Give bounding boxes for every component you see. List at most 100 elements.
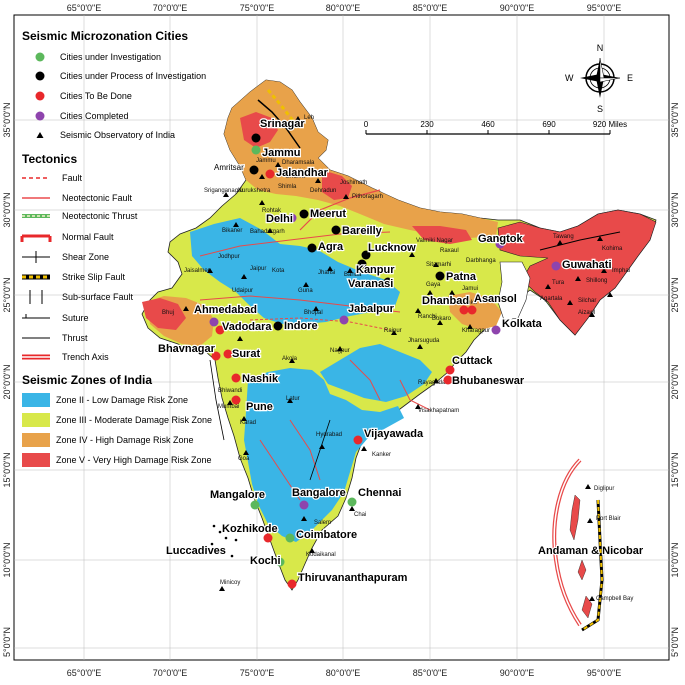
city-label: Delhi [266, 213, 293, 225]
city-marker [299, 209, 309, 219]
city-label: Bangalore [292, 487, 346, 499]
lat-tick-right: 35°0'0"N [670, 102, 680, 137]
lat-tick-left: 15°0'0"N [2, 452, 12, 487]
city-label: Jalandhar [276, 167, 329, 179]
lat-tick-right: 30°0'0"N [670, 192, 680, 227]
city-marker [307, 243, 317, 253]
city-label: Jammu [262, 147, 301, 159]
obs-label: Agartala [540, 296, 563, 302]
luccadives-label: Luccadives [166, 545, 226, 557]
city-label: Nashik [242, 373, 279, 385]
scale-label: 690 [542, 120, 556, 129]
legend-tectonic-item: Normal Fault [62, 232, 114, 242]
city-label: Gangtok [478, 233, 523, 245]
lat-tick-right: 10°0'0"N [670, 542, 680, 577]
legend-tectonic-item: Trench Axis [62, 352, 109, 362]
city-marker [445, 365, 455, 375]
obs-label: Jharsuguda [408, 338, 440, 344]
legend-tectonic-item: Shear Zone [62, 252, 109, 262]
lon-tick-bottom: 90°0'0"E [500, 668, 535, 678]
city-label: Dhanbad [422, 295, 469, 307]
city-marker [263, 533, 273, 543]
city-marker [551, 261, 561, 271]
obs-label: Gaya [426, 282, 441, 288]
lon-tick-bottom: 85°0'0"E [413, 668, 448, 678]
city-label: Mangalore [210, 489, 265, 501]
obs-label: Latur [286, 396, 300, 402]
obs-label: Mumbai [218, 404, 239, 410]
city-marker [331, 225, 341, 235]
obs-label: Banda [344, 272, 362, 278]
zone-v-northeast [497, 209, 657, 336]
legend-tectonics-title: Tectonics [22, 152, 77, 166]
zone-ii-deccan [244, 368, 404, 542]
city-label: Surat [232, 348, 260, 360]
legend-normalfault-icon [20, 234, 52, 242]
obs-label: Nagpur [330, 348, 350, 354]
compass-s: S [597, 104, 603, 114]
latitude-ticks: 35°0'0"N 30°0'0"N 25°0'0"N 20°0'0"N 15°0… [2, 102, 680, 657]
city-label: Bhubaneswar [452, 375, 525, 387]
city-marker [215, 325, 225, 335]
lat-tick-left: 10°0'0"N [2, 542, 12, 577]
obs-label: Rohtak [262, 208, 282, 214]
obs-label: Bhopal [304, 310, 323, 316]
obs-label: Tawang [553, 234, 574, 240]
lon-tick-top: 90°0'0"E [500, 3, 535, 13]
city-marker [467, 305, 477, 315]
city-label: Pune [246, 401, 273, 413]
scale-bar: 0 230 460 690 920 Miles [364, 120, 627, 135]
obs-label: Bikaner [222, 228, 242, 234]
legend-zone-item: Zone IV - High Damage Risk Zone [56, 435, 194, 445]
city-label: Asansol [474, 293, 517, 305]
lat-tick-left: 30°0'0"N [2, 192, 12, 227]
compass-e: E [627, 73, 633, 83]
obs-label: Jodhpur [218, 254, 240, 260]
legend-zone-iv-swatch [22, 433, 50, 447]
obs-label: Dharamsala [282, 160, 315, 166]
city-label: Lucknow [368, 242, 416, 254]
obs-label: Valmiki Nagar [416, 238, 453, 244]
city-marker [285, 533, 295, 543]
lon-tick-top: 75°0'0"E [240, 3, 275, 13]
obs-label: Kohima [602, 246, 623, 252]
obs-label: Sriganganagar [204, 188, 243, 194]
city-label: Patna [446, 271, 477, 283]
city-marker [265, 169, 275, 179]
city-marker [251, 145, 261, 155]
scale-label: 920 Miles [593, 120, 627, 129]
city-label: Vijayawada [364, 428, 424, 440]
lat-tick-left: 35°0'0"N [2, 102, 12, 137]
city-label: Kochi [250, 555, 281, 567]
city-marker [273, 321, 283, 331]
andaman-label: Andaman & Nicobar [538, 545, 644, 557]
lat-tick-right: 20°0'0"N [670, 364, 680, 399]
city-label: Bhavnagar [158, 343, 216, 355]
city-label: Bareilly [342, 225, 383, 237]
city-label: Cuttack [452, 355, 493, 367]
legend-process-swatch [35, 71, 45, 81]
city-label: Srinagar [260, 118, 305, 130]
city-marker [251, 133, 261, 143]
city-label: Kanpur [356, 264, 395, 276]
legend-tectonic-item: Neotectonic Fault [62, 193, 133, 203]
city-marker [339, 315, 349, 325]
city-marker [299, 500, 309, 510]
legend-tectonic-item: Neotectonic Thrust [62, 211, 138, 221]
city-marker [353, 435, 363, 445]
legend-shearzone-icon [22, 251, 50, 263]
obs-label: Ranchi [418, 314, 437, 320]
lon-tick-top: 95°0'0"E [587, 3, 622, 13]
obs-label: Kurukshetra [238, 188, 271, 194]
city-label: Varanasi [348, 278, 393, 290]
legend-investigation-swatch [35, 52, 45, 62]
legend-zone-item: Zone III - Moderate Damage Risk Zone [56, 415, 212, 425]
legend-zone-ii-swatch [22, 393, 50, 407]
lon-tick-top: 65°0'0"E [67, 3, 102, 13]
obs-label: Bokaro [432, 316, 452, 322]
obs-label: Goa [238, 456, 250, 462]
legend-zone-item: Zone V - Very High Damage Risk Zone [56, 455, 212, 465]
luccadives-islands [210, 524, 238, 558]
city-marker [249, 165, 259, 175]
legend-city-item: Cities Completed [60, 111, 129, 121]
